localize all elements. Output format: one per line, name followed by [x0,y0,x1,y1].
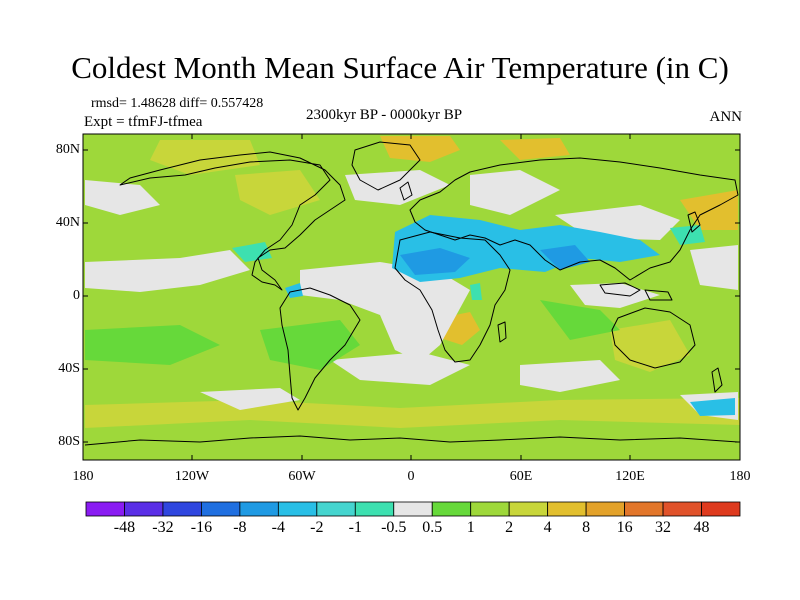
colorbar-label: -4 [271,519,285,536]
experiment-label: Expt = tfmFJ-tfmea [84,114,203,130]
coastline-eurasia [409,157,739,281]
colorbar-label: -8 [233,519,247,536]
australia-patch [610,320,690,372]
coastline-greenland [351,141,421,191]
colorbar-box [701,501,741,517]
colorbar-box [431,501,472,517]
neutral-zone [85,180,160,215]
coastline-north-america [119,151,346,291]
colorbar-box [316,501,356,517]
colorbar-label: 8 [582,519,591,536]
coastline-new-zealand [711,367,723,393]
light-green-zone [540,300,620,340]
season-label: ANN [709,109,743,125]
colorbar-label: -2 [310,519,324,536]
colorbar-label: -32 [152,519,174,536]
pacific-patch [150,140,260,175]
neutral-zone [520,360,620,392]
lat-label: 80S [58,434,80,449]
lon-label: 120E [615,469,645,484]
lon-label: 180 [729,469,751,484]
colorbar-box [201,501,241,517]
colorbar-box [585,501,625,517]
stats-label: rmsd= 1.48628 diff= 0.557428 [91,96,264,111]
colorbar-box [277,501,318,517]
lat-label: 40S [58,361,80,376]
arctic-warm-patch [380,136,460,162]
neutral-zone [330,352,470,385]
coastline-japan [687,211,701,233]
colorbar-box [354,501,395,517]
period-label: 2300kyr BP - 0000kyr BP [306,107,463,123]
lon-label: 0 [407,469,415,484]
neutral-zone [470,170,560,215]
coastline-madagascar [497,321,507,343]
colorbar-label: 32 [655,519,672,536]
colorbar-label: 0.5 [422,519,443,536]
colorbar-box [508,501,549,517]
colorbar-box [162,501,202,517]
north-america-patch [235,170,320,215]
cool-anomaly [690,398,735,416]
cool-anomaly-core [540,245,590,270]
lat-label: 40N [55,215,80,230]
colorbar-label: -1 [348,519,362,536]
chart-title: Coldest Month Mean Surface Air Temperatu… [71,50,729,85]
light-green-zone [260,320,360,370]
colorbar-box [124,501,164,517]
coastline-uk [399,181,413,201]
colorbar-label: 2 [505,519,514,536]
colorbar-box [393,501,433,517]
lon-label: 60W [288,469,316,484]
light-green-zone [85,325,220,365]
neutral-zone [85,250,250,292]
colorbar-label: 1 [466,519,475,536]
colorbar-box [85,501,125,517]
coastline-australia [611,307,696,369]
colorbar-label: -16 [190,519,213,536]
lat-label: 0 [73,288,80,303]
arctic-warm-patch [500,138,570,160]
coastline-indonesia [599,282,673,301]
cool-anomaly-core [400,248,470,275]
coastline-antarctica [84,435,739,446]
coastline-africa [394,231,511,363]
colorbar-box [239,501,279,517]
neutral-zone [200,388,300,410]
cool-anomaly [285,283,303,298]
colorbar-box [470,501,510,517]
colorbar-label: -48 [113,519,136,536]
axis-ticks [83,134,740,460]
neutral-zone [300,262,470,362]
colorbar-box [547,501,587,517]
temperature-field [83,134,740,460]
coastline-south-america [279,287,361,411]
lat-label: 80N [55,142,80,157]
lon-label: 120W [174,469,210,484]
colorbar-label: -0.5 [381,519,407,536]
colorbar-label: 48 [693,519,710,536]
cool-anomaly-edge [232,242,272,262]
cool-anomaly-edge [470,283,482,300]
coastlines [84,141,739,446]
lon-label: 180 [72,469,94,484]
colorbar [85,501,741,517]
colorbar-box [662,501,702,517]
colorbar-label: 4 [543,519,552,536]
lon-label: 60E [509,469,533,484]
neutral-zone [690,245,738,290]
colorbar-label: 16 [616,519,633,536]
colorbar-box [624,501,664,517]
neutral-zone [345,170,450,205]
